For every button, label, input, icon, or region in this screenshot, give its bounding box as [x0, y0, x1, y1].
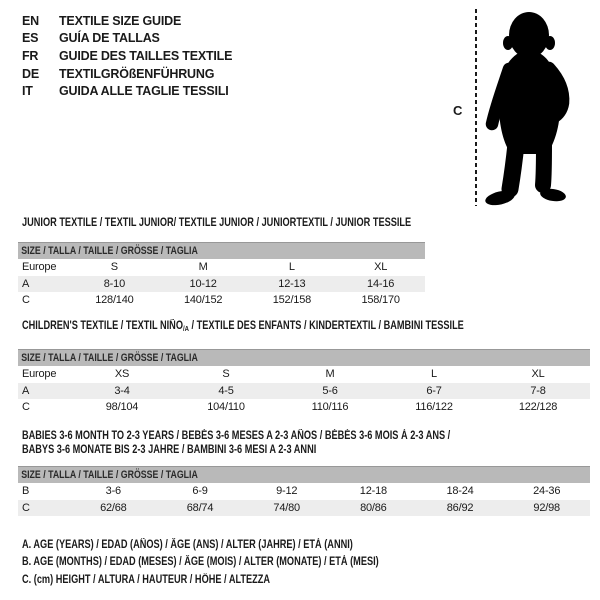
cell: 140/152 [183, 294, 223, 307]
row-label: A [22, 277, 30, 290]
cell: 80/86 [360, 501, 387, 514]
cell: S [110, 261, 118, 274]
cell: 74/80 [273, 501, 300, 514]
size-header-bar: SIZE / TALLA / TAILLE / GRÖSSE / TAGLIA [18, 242, 425, 259]
cell: 3-6 [105, 485, 122, 498]
cell: 24-36 [533, 485, 561, 498]
size-header-label: SIZE / TALLA / TAILLE / GRÖSSE / TAGLIA [21, 469, 198, 481]
note-age-months: B. AGE (MONTHS) / EDAD (MESES) / ÂGE (MO… [22, 556, 379, 569]
junior-textile-section: JUNIOR TEXTILE / TEXTIL JUNIOR/ TEXTILE … [18, 216, 425, 309]
row-label: Europe [22, 368, 57, 381]
babies-table: SIZE / TALLA / TAILLE / GRÖSSE / TAGLIA … [18, 466, 590, 516]
babies-table-title-line1: BABIES 3-6 MONTH TO 2-3 YEARS / BEBÉS 3-… [22, 430, 451, 442]
row-label: C [22, 501, 30, 514]
height-measure-dashed-line [475, 9, 477, 206]
lang-label: GUIDA ALLE TAGLIE TESSILI [59, 84, 229, 99]
lang-code: ES [22, 31, 39, 46]
cell: 8-10 [103, 277, 125, 290]
title-part: / TEXTILE DES ENFANTS / KINDERTEXTIL / B… [188, 320, 464, 332]
cell: L [288, 261, 295, 274]
table-row: C 98/104 104/110 110/116 116/122 122/128 [18, 399, 590, 416]
cell: M [198, 261, 208, 274]
size-header-label: SIZE / TALLA / TAILLE / GRÖSSE / TAGLIA [21, 352, 198, 364]
lang-row-it: IT GUIDA ALLE TAGLIE TESSILI [22, 82, 232, 100]
table-row: A 8-10 10-12 12-13 14-16 [18, 275, 425, 292]
cell: S [222, 368, 230, 381]
title-subscript: /A [182, 324, 189, 333]
table-row: C 62/68 68/74 74/80 80/86 86/92 92/98 [18, 499, 590, 516]
cell: 86/92 [446, 501, 474, 514]
size-header-bar: SIZE / TALLA / TAILLE / GRÖSSE / TAGLIA [18, 349, 590, 366]
cell: 14-16 [367, 277, 395, 290]
cell: 12-18 [359, 485, 387, 498]
table-row: Europe S M L XL [18, 259, 425, 276]
height-measure-label: C [453, 103, 463, 118]
cell: 3-4 [114, 384, 130, 397]
lang-code: IT [22, 84, 33, 99]
cell: 152/158 [272, 294, 312, 307]
children-textile-section: CHILDREN'S TEXTILE / TEXTIL NIÑO/A / TEX… [18, 319, 590, 416]
cell: 6-7 [426, 384, 442, 397]
cell: 6-9 [192, 485, 208, 498]
table-row: A 3-4 4-5 5-6 6-7 7-8 [18, 382, 590, 399]
lang-code: DE [22, 66, 39, 81]
toddler-silhouette [485, 12, 570, 206]
cell: XS [114, 368, 130, 381]
title-part: CHILDREN'S TEXTILE / TEXTIL NIÑO [22, 320, 183, 332]
language-title-list: EN TEXTILE SIZE GUIDE ES GUÍA DE TALLAS … [22, 12, 232, 100]
cell: M [325, 368, 335, 381]
cell: 7-8 [530, 384, 546, 397]
row-label: C [22, 294, 30, 307]
size-header-label: SIZE / TALLA / TAILLE / GRÖSSE / TAGLIA [21, 245, 198, 257]
cell: 4-5 [218, 384, 234, 397]
cell: L [431, 368, 437, 381]
lang-label: TEXTILE SIZE GUIDE [59, 13, 182, 28]
lang-code: FR [22, 48, 39, 63]
lang-row-de: DE TEXTILGRÖßENFÜHRUNG [22, 65, 232, 83]
cell: 9-12 [276, 485, 298, 498]
lang-label: GUIDE DES TAILLES TEXTILE [59, 48, 233, 63]
lang-label: GUÍA DE TALLAS [59, 31, 160, 46]
cell: XL [531, 368, 545, 381]
cell: 158/170 [361, 294, 400, 307]
row-label: Europe [22, 261, 57, 274]
cell: 122/128 [518, 401, 558, 414]
note-height: C. (cm) HEIGHT / ALTURA / HAUTEUR / HÖHE… [22, 573, 271, 586]
cell: 5-6 [322, 384, 338, 397]
babies-textile-section: BABIES 3-6 MONTH TO 2-3 YEARS / BEBÉS 3-… [18, 429, 590, 516]
table-row: Europe XS S M L XL [18, 366, 590, 383]
table-row: B 3-6 6-9 9-12 12-18 18-24 24-36 [18, 483, 590, 500]
junior-table-title: JUNIOR TEXTILE / TEXTIL JUNIOR/ TEXTILE … [22, 217, 412, 229]
cell: 62/68 [100, 501, 127, 514]
babies-table-title-line2: BABYS 3-6 MONATE BIS 2-3 JAHRE / BAMBINI… [22, 444, 317, 456]
junior-table: SIZE / TALLA / TAILLE / GRÖSSE / TAGLIA … [18, 242, 425, 309]
cell: 104/110 [207, 401, 245, 414]
cell: 92/98 [533, 501, 560, 514]
children-table: SIZE / TALLA / TAILLE / GRÖSSE / TAGLIA … [18, 349, 590, 416]
lang-row-fr: FR GUIDE DES TAILLES TEXTILE [22, 47, 232, 65]
cell: 12-13 [278, 277, 306, 290]
cell: 18-24 [446, 485, 474, 498]
children-table-title: CHILDREN'S TEXTILE / TEXTIL NIÑO/A / TEX… [22, 319, 476, 336]
lang-row-es: ES GUÍA DE TALLAS [22, 30, 232, 48]
size-header-bar: SIZE / TALLA / TAILLE / GRÖSSE / TAGLIA [18, 466, 590, 483]
table-row: C 128/140 140/152 152/158 158/170 [18, 292, 425, 309]
legend-notes: A. AGE (YEARS) / EDAD (AÑOS) / ÂGE (ANS)… [22, 537, 468, 589]
cell: 128/140 [95, 294, 134, 307]
lang-label: TEXTILGRÖßENFÜHRUNG [59, 66, 215, 81]
row-label: C [22, 401, 30, 414]
cell: 110/116 [311, 401, 349, 414]
lang-row-en: EN TEXTILE SIZE GUIDE [22, 12, 232, 30]
row-label: B [22, 485, 30, 498]
cell: 10-12 [189, 277, 217, 290]
row-label: A [22, 384, 30, 397]
cell: XL [374, 261, 388, 274]
cell: 116/122 [415, 401, 453, 414]
cell: 98/104 [105, 401, 139, 414]
note-age-years: A. AGE (YEARS) / EDAD (AÑOS) / ÂGE (ANS)… [22, 539, 353, 551]
cell: 68/74 [186, 501, 214, 514]
lang-code: EN [22, 13, 39, 28]
